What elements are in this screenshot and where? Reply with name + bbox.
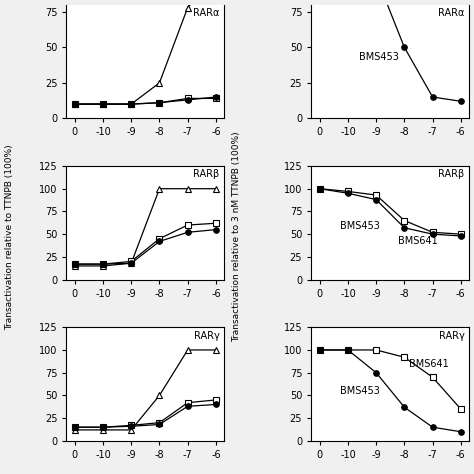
Text: BMS453: BMS453 — [340, 220, 380, 230]
Text: Transactivation relative to TTNPB (100%): Transactivation relative to TTNPB (100%) — [5, 144, 14, 330]
Text: RARβ: RARβ — [438, 169, 465, 179]
Text: BMS641: BMS641 — [409, 359, 449, 369]
Text: Transactivation relative to 3 nM TTNPB (100%): Transactivation relative to 3 nM TTNPB (… — [233, 132, 241, 342]
Text: RARγ: RARγ — [438, 331, 465, 341]
Text: RARγ: RARγ — [194, 331, 219, 341]
Text: RARβ: RARβ — [193, 169, 219, 179]
Text: BMS453: BMS453 — [340, 386, 380, 396]
Text: BMS453: BMS453 — [359, 53, 399, 63]
Text: RARα: RARα — [438, 8, 465, 18]
Text: RARα: RARα — [193, 8, 219, 18]
Text: BMS641: BMS641 — [398, 237, 438, 246]
